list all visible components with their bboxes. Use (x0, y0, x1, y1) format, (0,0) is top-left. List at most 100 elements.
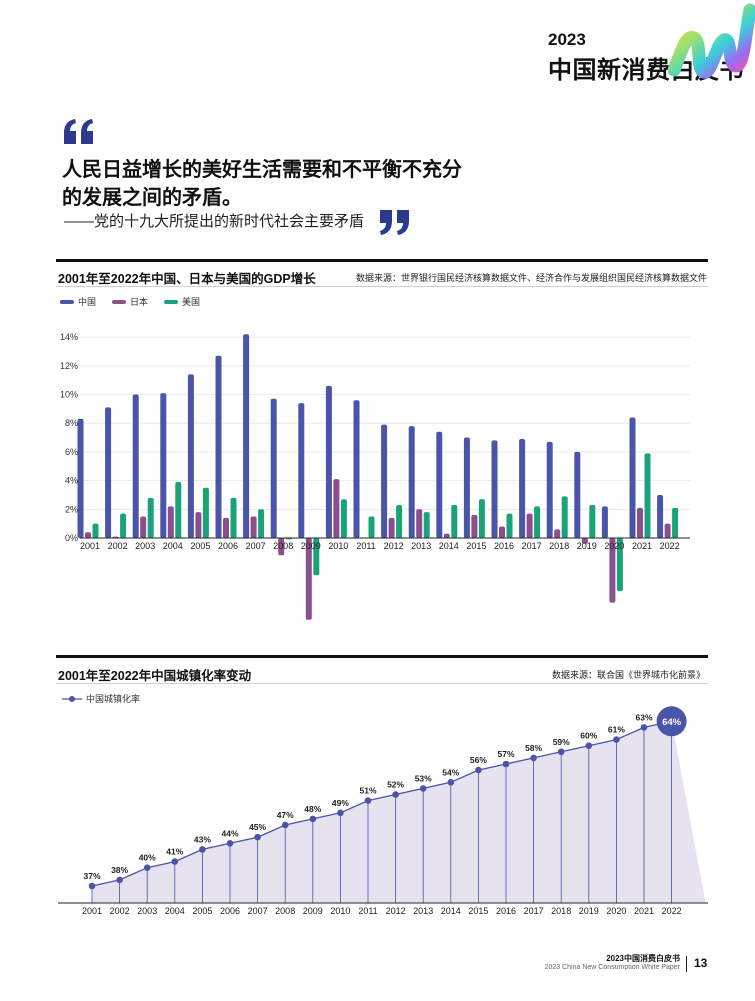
x-tick-label: 2006 (220, 906, 240, 916)
x-tick-label: 2003 (137, 906, 157, 916)
x-tick-label: 2007 (248, 906, 268, 916)
bar-japan (195, 512, 202, 538)
data-point (309, 815, 317, 823)
data-label: 47% (277, 810, 294, 820)
data-point (337, 809, 344, 817)
data-point (557, 748, 565, 756)
bar-japan (637, 507, 643, 538)
bar-china (436, 431, 443, 538)
quote-source: ——党的十九大所提出的新时代社会主要矛盾 (64, 213, 365, 230)
x-tick-label: 2008 (275, 906, 295, 916)
data-point (116, 876, 123, 884)
data-label: 38% (111, 865, 128, 875)
bar-china (160, 393, 167, 538)
x-tick-label: 2004 (165, 906, 185, 916)
x-tick-label: 2022 (662, 906, 682, 916)
data-label: 61% (608, 725, 625, 735)
x-tick-label: 2020 (604, 541, 624, 551)
data-point (199, 846, 206, 853)
x-tick-label: 2005 (192, 906, 212, 916)
chart1-top-rule (56, 259, 708, 262)
bar-japan (333, 479, 340, 538)
data-label: 49% (332, 798, 349, 808)
bar-china (105, 407, 112, 538)
x-tick-label: 2010 (330, 906, 350, 916)
legend-label-japan: 日本 (130, 297, 149, 307)
bar-usa (534, 506, 541, 538)
bar-china (408, 426, 415, 538)
footer-subtitle: 2023 China New Consumption White Paper (544, 964, 680, 971)
bar-china (325, 385, 332, 538)
bar-japan (499, 526, 505, 538)
data-point (447, 779, 455, 786)
x-tick-label: 2015 (468, 906, 488, 916)
bar-china (491, 440, 498, 538)
data-label: 37% (83, 871, 100, 881)
bar-japan (664, 523, 671, 538)
bar-china (270, 398, 277, 538)
data-label: 45% (249, 822, 266, 832)
bar-china (574, 451, 581, 538)
data-label: 58% (525, 743, 542, 753)
bar-usa (396, 504, 403, 538)
bar-china (187, 374, 194, 538)
y-tick-label: 14% (60, 332, 78, 342)
legend-swatch-china (60, 299, 74, 304)
data-label: 64% (662, 717, 682, 728)
x-tick-label: 2008 (273, 541, 293, 551)
legend-swatch-japan (112, 299, 127, 304)
x-tick-label: 2001 (82, 906, 102, 916)
x-tick-label: 2003 (135, 541, 155, 551)
bar-china (298, 403, 305, 538)
bar-usa (451, 504, 458, 538)
gdp-growth-chart: 0% 2% 4% 6% 8% 10% 12% 14% 2001 2002 2003 2004 2005 2… (60, 332, 690, 620)
bar-japan (85, 532, 91, 538)
y-tick-label: 4% (65, 476, 78, 486)
data-label: 60% (580, 731, 597, 741)
chart2-source: 数据来源：联合国《世界城市化前景》 (551, 670, 705, 680)
x-tick-label: 2021 (634, 906, 654, 916)
bar-japan (388, 517, 395, 538)
data-label: 40% (139, 853, 156, 863)
bar-usa (589, 504, 596, 538)
bar-china (215, 355, 222, 538)
x-tick-label: 2014 (441, 906, 461, 916)
chart1-legend: 中国 日本 美国 (60, 295, 200, 308)
x-tick-label: 2013 (411, 541, 431, 551)
bar-usa (258, 509, 265, 538)
bar-japan (278, 538, 285, 556)
x-tick-label: 2018 (551, 906, 571, 916)
area-fill (92, 721, 706, 903)
bar-usa (340, 499, 347, 538)
bar-usa (561, 496, 568, 538)
open-quote-icon (64, 119, 93, 144)
footer-title: 2023中国消费白皮书 (606, 954, 680, 963)
data-point (143, 864, 151, 871)
bar-usa (120, 513, 127, 538)
y-tick-label: 6% (65, 447, 78, 457)
data-label: 59% (553, 737, 570, 747)
data-label: 52% (387, 780, 404, 790)
bar-usa (175, 482, 182, 538)
y-tick-label: 12% (60, 361, 78, 371)
data-point (281, 821, 289, 829)
bar-china (353, 400, 360, 538)
data-label: 57% (497, 749, 514, 759)
bar-japan (471, 515, 478, 538)
data-point (392, 791, 399, 798)
data-point (364, 797, 372, 804)
quote-text: 人民日益增长的美好生活需要和不平衡不充分的发展之间的矛盾。 (62, 159, 462, 209)
chart2-legend: 中国城镇化率 (62, 692, 140, 705)
bar-china (657, 494, 664, 538)
y-tick-label: 2% (65, 504, 78, 514)
x-tick-label: 2012 (386, 906, 406, 916)
bar-china (132, 394, 139, 538)
chart2-top-rule (56, 655, 708, 658)
x-tick-label: 2013 (413, 906, 433, 916)
bar-usa (313, 538, 320, 576)
bar-usa (478, 499, 485, 538)
bar-usa (92, 523, 99, 538)
x-tick-label: 2009 (301, 541, 321, 551)
bar-japan (526, 513, 533, 538)
legend-item-china: 中国 (60, 295, 96, 308)
